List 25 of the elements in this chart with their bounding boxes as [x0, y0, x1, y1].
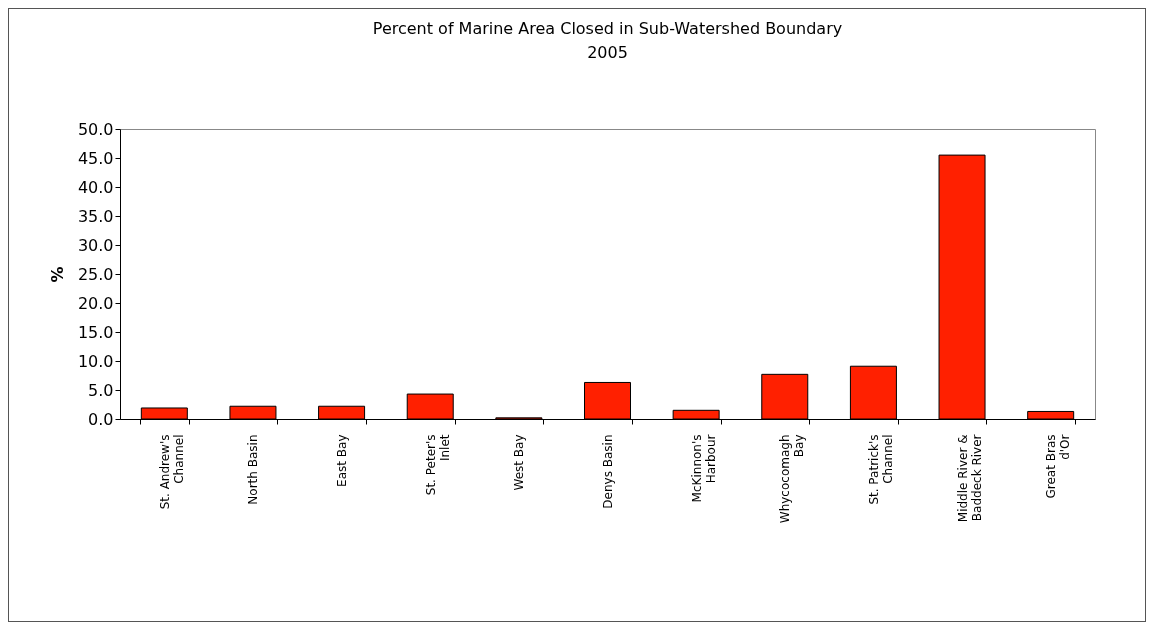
- y-tick-label: 20.0: [77, 293, 114, 313]
- y-tick-label: 10.0: [77, 351, 114, 371]
- y-tick-label: 25.0: [77, 264, 114, 284]
- y-tick-label: 5.0: [88, 380, 114, 400]
- y-axis-title: %: [47, 266, 67, 283]
- x-tick-label: North Basin: [246, 434, 261, 505]
- x-tick-label: McKinnon's Harbour: [689, 434, 718, 503]
- chart-title: Percent of Marine Area Closed in Sub-Watershed Boundary: [372, 19, 843, 38]
- y-tick-label: 0.0: [88, 409, 114, 429]
- y-tick-label: 40.0: [77, 177, 114, 197]
- x-tick-label: Whycocomagh Bay: [778, 434, 807, 524]
- chart-subtitle: 2005: [587, 43, 628, 62]
- y-tick-label: 35.0: [77, 206, 114, 226]
- x-tick-label: East Bay: [335, 434, 350, 487]
- y-tick-label: 45.0: [77, 148, 114, 168]
- x-tick-label: Denys Basin: [601, 434, 615, 509]
- y-tick-label: 30.0: [77, 235, 114, 255]
- y-tick-label: 50.0: [77, 119, 114, 139]
- x-tick-label: West Bay: [512, 434, 527, 491]
- x-tick-label: Middle River & Baddeck River: [955, 434, 984, 523]
- y-tick-label: 15.0: [77, 322, 114, 342]
- x-tick-label: St. Patrick's Channel: [866, 434, 895, 505]
- x-tick-label: Great Bras d'Or: [1044, 434, 1073, 499]
- x-tick-label: St. Andrew's Channel: [157, 434, 186, 510]
- x-tick-label: St. Peter's Inlet: [423, 434, 452, 496]
